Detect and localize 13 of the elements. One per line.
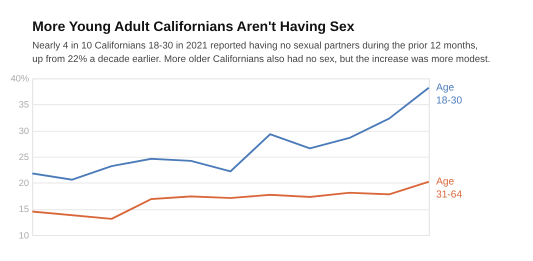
y-tick-label: 40% [10, 74, 30, 84]
y-tick-label: 15 [18, 204, 30, 214]
line-series [31, 86, 430, 181]
chart-subtitle: Nearly 4 in 10 Californians 18-30 in 2021 reported having no sexual partners during the prior 12 months, up from 22% a decade earlier. More older Californians also had no sex, but the increase was more modest. [32, 40, 490, 66]
y-tick-label: 10 [18, 230, 30, 240]
line-series [31, 180, 430, 220]
y-tick-label: 25 [18, 152, 30, 162]
y-tick-label: 35 [18, 100, 30, 110]
series-label: Age 18-30 [436, 82, 462, 106]
series-label: Age 31-64 [436, 176, 462, 200]
y-tick-label: 30 [18, 126, 30, 136]
chart-title: More Young Adult Californians Aren't Having Sex [32, 18, 355, 34]
y-tick-label: 20 [18, 178, 30, 188]
